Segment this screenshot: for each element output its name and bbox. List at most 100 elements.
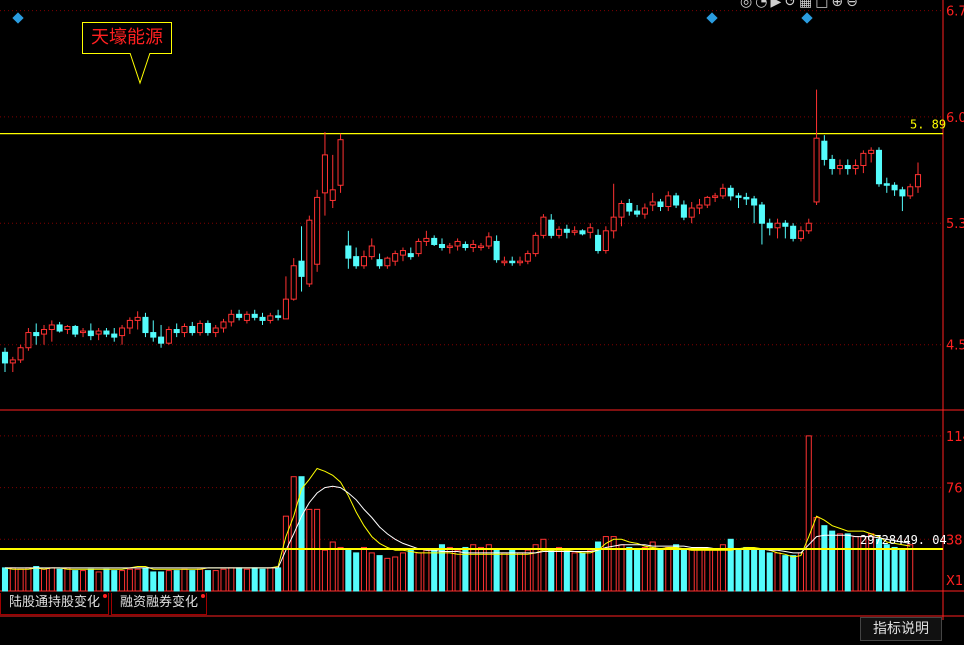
volume-bar bbox=[181, 568, 188, 592]
candle-body bbox=[431, 237, 438, 245]
tab-margin-trading[interactable]: 融资融券变化 bbox=[111, 593, 208, 615]
volume-bar bbox=[743, 546, 750, 592]
candle bbox=[189, 321, 196, 336]
candle-body bbox=[306, 219, 313, 285]
volume-bar bbox=[634, 549, 641, 592]
candle bbox=[641, 203, 648, 219]
volume-bar bbox=[501, 552, 508, 592]
price-tick-label: 6.0 bbox=[946, 111, 964, 126]
candle-body bbox=[626, 202, 633, 212]
volume-bar bbox=[704, 549, 711, 592]
volume-bar bbox=[696, 546, 703, 592]
zoom-out-icon[interactable]: ⊖ bbox=[846, 0, 858, 10]
grid-icon[interactable]: ▦ bbox=[798, 0, 813, 10]
candle bbox=[891, 182, 898, 196]
window-icon[interactable]: □ bbox=[815, 0, 829, 10]
volume-bar bbox=[40, 568, 48, 592]
candle-body bbox=[532, 234, 539, 255]
candle-body bbox=[337, 139, 344, 186]
indicator-help-button[interactable]: 指标说明 bbox=[860, 617, 942, 641]
callout-pointer-icon bbox=[129, 53, 151, 85]
tab-northbound-holding[interactable]: 陆股通持股变化 bbox=[0, 593, 110, 615]
candle bbox=[415, 238, 422, 257]
candle bbox=[165, 326, 172, 345]
zoom-icon[interactable]: ◎ bbox=[740, 0, 753, 10]
candle-body bbox=[875, 149, 883, 185]
event-diamond-icon[interactable] bbox=[706, 12, 718, 24]
volume-bar bbox=[415, 552, 422, 592]
candle bbox=[399, 247, 407, 262]
volume-ma-fast-line bbox=[4, 467, 911, 570]
stock-name: 天壕能源 bbox=[82, 22, 172, 54]
candle bbox=[548, 214, 555, 239]
candle-body bbox=[641, 207, 648, 215]
volume-bar bbox=[236, 567, 243, 592]
volume-bar bbox=[571, 552, 578, 592]
volume-bar bbox=[9, 567, 16, 592]
candle-body bbox=[345, 245, 352, 259]
candle bbox=[25, 328, 32, 351]
volume-series bbox=[1, 435, 914, 592]
candle-body bbox=[384, 257, 391, 267]
candle bbox=[634, 205, 641, 218]
candle-body bbox=[197, 322, 204, 334]
volume-bar bbox=[485, 544, 492, 592]
candle-body bbox=[813, 137, 820, 203]
candle bbox=[836, 159, 844, 175]
zoom-in-icon[interactable]: ⊕ bbox=[831, 0, 844, 10]
volume-bar bbox=[719, 544, 726, 592]
candle bbox=[251, 309, 258, 321]
candle-body bbox=[158, 336, 165, 344]
candle bbox=[501, 256, 508, 266]
volume-bar bbox=[883, 544, 890, 592]
candle bbox=[524, 250, 531, 265]
volume-bar bbox=[579, 552, 586, 592]
candle bbox=[298, 226, 305, 292]
candle-body bbox=[399, 250, 407, 256]
candle-body bbox=[423, 237, 430, 242]
candle bbox=[509, 256, 516, 266]
candle-body bbox=[48, 324, 55, 331]
candle-body bbox=[493, 240, 500, 261]
candle-body bbox=[751, 198, 758, 206]
candle bbox=[423, 230, 430, 246]
volume-bar bbox=[899, 549, 906, 592]
candle-body bbox=[782, 222, 789, 227]
candle bbox=[540, 214, 547, 239]
price-tick-label: 4.5 bbox=[946, 339, 964, 354]
candle-body bbox=[805, 222, 812, 232]
chart-toolbar: ◎ ◔ ▶ ↺ ▦ □ ⊕ ⊖ bbox=[740, 0, 858, 10]
undo-icon[interactable]: ↺ bbox=[784, 0, 796, 10]
volume-bar bbox=[360, 546, 367, 592]
candle bbox=[275, 309, 282, 321]
play-icon[interactable]: ▶ bbox=[770, 0, 782, 10]
event-diamond-icon[interactable] bbox=[801, 12, 813, 24]
candle bbox=[571, 226, 578, 236]
history-icon[interactable]: ◔ bbox=[755, 0, 768, 10]
volume-bar bbox=[563, 549, 570, 592]
volume-bar bbox=[626, 546, 633, 592]
candle bbox=[48, 320, 55, 342]
candle bbox=[181, 323, 188, 338]
candle bbox=[665, 191, 672, 212]
volume-bar bbox=[758, 549, 765, 592]
volume-bar bbox=[17, 568, 24, 592]
volume-bar bbox=[321, 549, 328, 592]
candle-body bbox=[368, 245, 375, 258]
candle bbox=[883, 177, 890, 193]
candle-body bbox=[126, 319, 133, 329]
candle-body bbox=[595, 234, 602, 252]
candle bbox=[774, 218, 781, 239]
candle bbox=[649, 192, 656, 212]
volume-bar bbox=[306, 508, 313, 592]
candle-body bbox=[314, 196, 321, 265]
event-diamond-icon[interactable] bbox=[12, 12, 24, 24]
volume-bar bbox=[556, 546, 563, 592]
candle-body bbox=[87, 330, 94, 337]
price-axis: 6.7 6.0 5.3 4.5 114 76 38 X1 bbox=[946, 5, 964, 589]
candle bbox=[337, 133, 344, 193]
candle-body bbox=[267, 315, 274, 321]
candle-body bbox=[95, 330, 102, 335]
candle bbox=[758, 201, 765, 245]
volume-bar bbox=[423, 549, 430, 592]
